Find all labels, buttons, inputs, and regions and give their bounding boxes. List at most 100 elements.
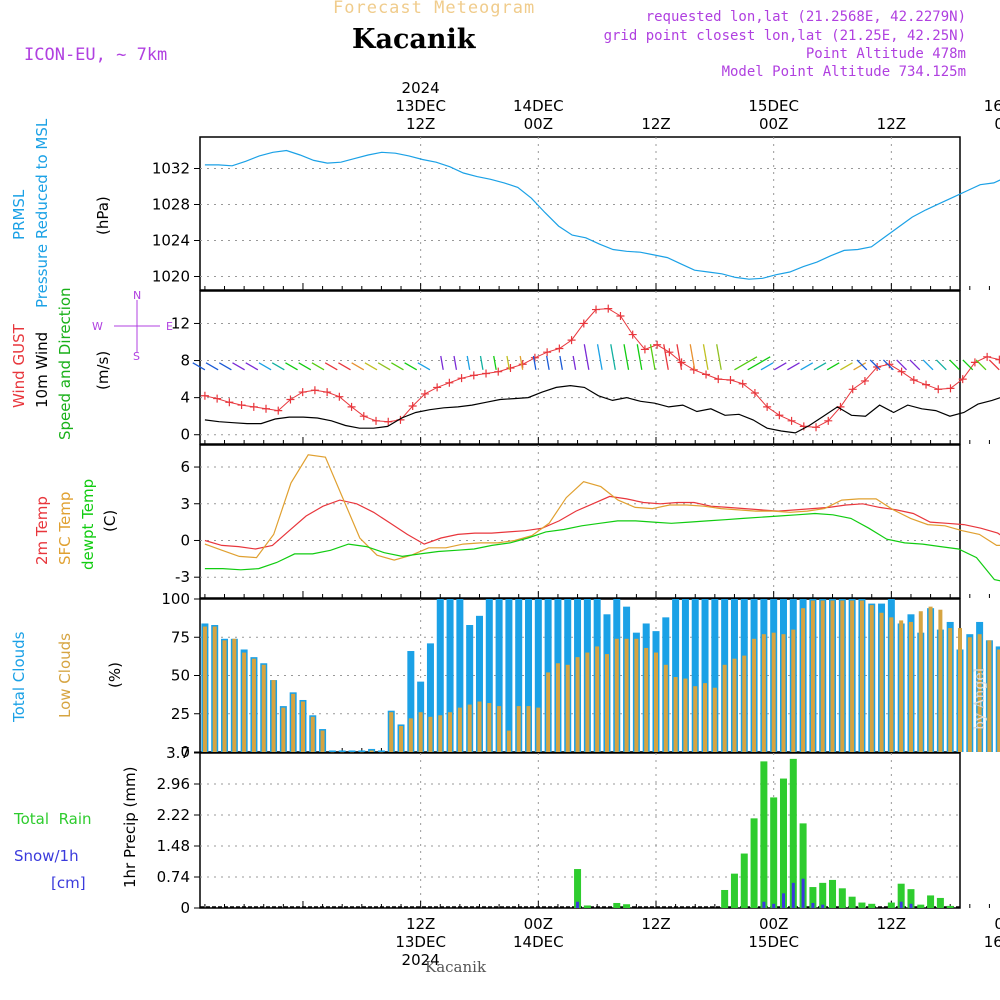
low-cloud-bar	[536, 707, 541, 752]
pressure-panel: 1020 1024 1028 1032	[152, 136, 1000, 291]
pressure-frame	[199, 136, 961, 291]
low-cloud-bar	[712, 687, 717, 752]
gust-marker	[958, 375, 967, 384]
rain-label: Total Rain	[13, 810, 92, 828]
dewpt-line	[204, 512, 1000, 582]
bottom-time-label: 00Z	[524, 915, 553, 933]
temp-unit: (C)	[101, 510, 119, 532]
gust-marker	[640, 345, 649, 354]
low-cloud-bar	[663, 664, 668, 752]
wind-direction-arrow	[493, 355, 497, 370]
point-altitude: Point Altitude 478m	[805, 46, 966, 62]
wind-direction-arrow	[519, 355, 524, 370]
gust-marker	[200, 391, 209, 400]
bottom-time-label: 14DEC	[513, 933, 564, 951]
wind-direction-arrow	[351, 362, 365, 371]
pressure-ytick-label: 1020	[152, 268, 190, 286]
precip-ytick-label: 2.22	[157, 806, 190, 824]
wind-direction-arrow	[311, 362, 325, 371]
total-clouds-label: Total Clouds	[10, 631, 28, 723]
rain-bar	[917, 904, 925, 908]
gust-marker	[848, 385, 857, 394]
low-cloud-bar	[820, 600, 825, 752]
gust-marker	[946, 384, 955, 393]
snow-bar	[801, 878, 805, 908]
precip-ytick-label: 0.74	[157, 868, 190, 886]
bottom-time-axis: 12Z13DEC202400Z14DEC12Z00Z15DEC12Z00Z16D…	[395, 915, 1000, 969]
low-cloud-bar	[369, 750, 374, 752]
rain-bar	[887, 902, 895, 908]
wind-direction-arrow	[853, 362, 867, 371]
site-name: Kacanik	[352, 24, 476, 55]
rain-bar	[809, 887, 817, 908]
low-cloud-bar	[948, 628, 953, 752]
gust-marker	[274, 406, 283, 415]
total-cloud-bar	[358, 750, 366, 752]
wind-direction-arrow	[773, 362, 787, 371]
wind-direction-arrow	[988, 359, 1000, 371]
wind-direction-arrow	[271, 362, 285, 371]
precip-ytick-label: 3.7	[166, 744, 190, 762]
gust-marker	[738, 379, 747, 388]
gust-marker	[249, 402, 258, 411]
compass-south: S	[133, 350, 140, 363]
compass-west: W	[92, 320, 103, 333]
bottom-time-label: 12Z	[641, 915, 670, 933]
gust-marker	[457, 374, 466, 383]
top-time-label: 12Z	[406, 115, 435, 133]
wind-direction-arrow	[840, 362, 853, 371]
gust-marker	[359, 412, 368, 421]
wind-direction-arrow	[826, 362, 840, 371]
wind-direction-arrow	[596, 344, 603, 370]
credit: by Angel	[972, 667, 988, 730]
gust-marker	[995, 355, 1000, 364]
low-cloud-bar	[477, 701, 482, 752]
gust-marker	[482, 369, 491, 378]
wind-direction-arrow	[689, 344, 696, 370]
rain-bar	[799, 823, 807, 908]
wind-direction-arrow	[856, 359, 868, 371]
snow-bar	[899, 901, 903, 908]
model-point-altitude: Model Point Altitude 734.125m	[721, 64, 966, 80]
low-cloud-bar	[585, 652, 590, 752]
gust-marker	[677, 358, 686, 367]
total-cloud-bar	[525, 599, 533, 752]
gust-marker	[579, 319, 588, 328]
gust-label: Wind GUST	[10, 323, 28, 408]
wind-direction-arrow	[205, 362, 219, 371]
gust-marker	[897, 367, 906, 376]
low-cloud-bar	[242, 652, 247, 752]
top-time-label: 12Z	[877, 115, 906, 133]
gust-marker	[506, 363, 515, 372]
clouds-ytick-label: 75	[171, 628, 190, 646]
rain-bar	[868, 903, 876, 908]
wind-direction-arrow	[285, 362, 298, 371]
rain-bar	[613, 902, 621, 908]
rain-bar	[583, 905, 591, 908]
total-cloud-bar	[328, 750, 336, 752]
low-cloud-bar	[320, 730, 325, 752]
gust-marker	[469, 371, 478, 380]
wind-direction-label: Speed and Direction	[56, 287, 74, 440]
wind-direction-arrow	[245, 362, 259, 371]
low-cloud-bar	[644, 647, 649, 752]
low-cloud-bar	[987, 640, 992, 752]
gust-marker	[237, 401, 246, 410]
gust-marker	[628, 330, 637, 339]
low-cloud-bar	[497, 706, 502, 752]
low-cloud-bar	[222, 640, 227, 752]
low-cloud-bar	[438, 715, 443, 752]
wind-direction-arrow	[716, 344, 722, 370]
bottom-time-label: 00Z	[759, 915, 788, 933]
bottom-time-label: 2024	[402, 951, 440, 969]
gust-marker	[543, 348, 552, 357]
footer-site: Kacanik	[425, 958, 487, 976]
temp-frame	[199, 444, 961, 599]
total-cloud-bar	[672, 599, 680, 752]
wind-compass: N S W E	[92, 289, 173, 363]
low-cloud-bar	[693, 686, 698, 752]
wind-unit: (m/s)	[94, 351, 112, 390]
low-cloud-bar	[801, 608, 806, 752]
gust-marker	[702, 370, 711, 379]
